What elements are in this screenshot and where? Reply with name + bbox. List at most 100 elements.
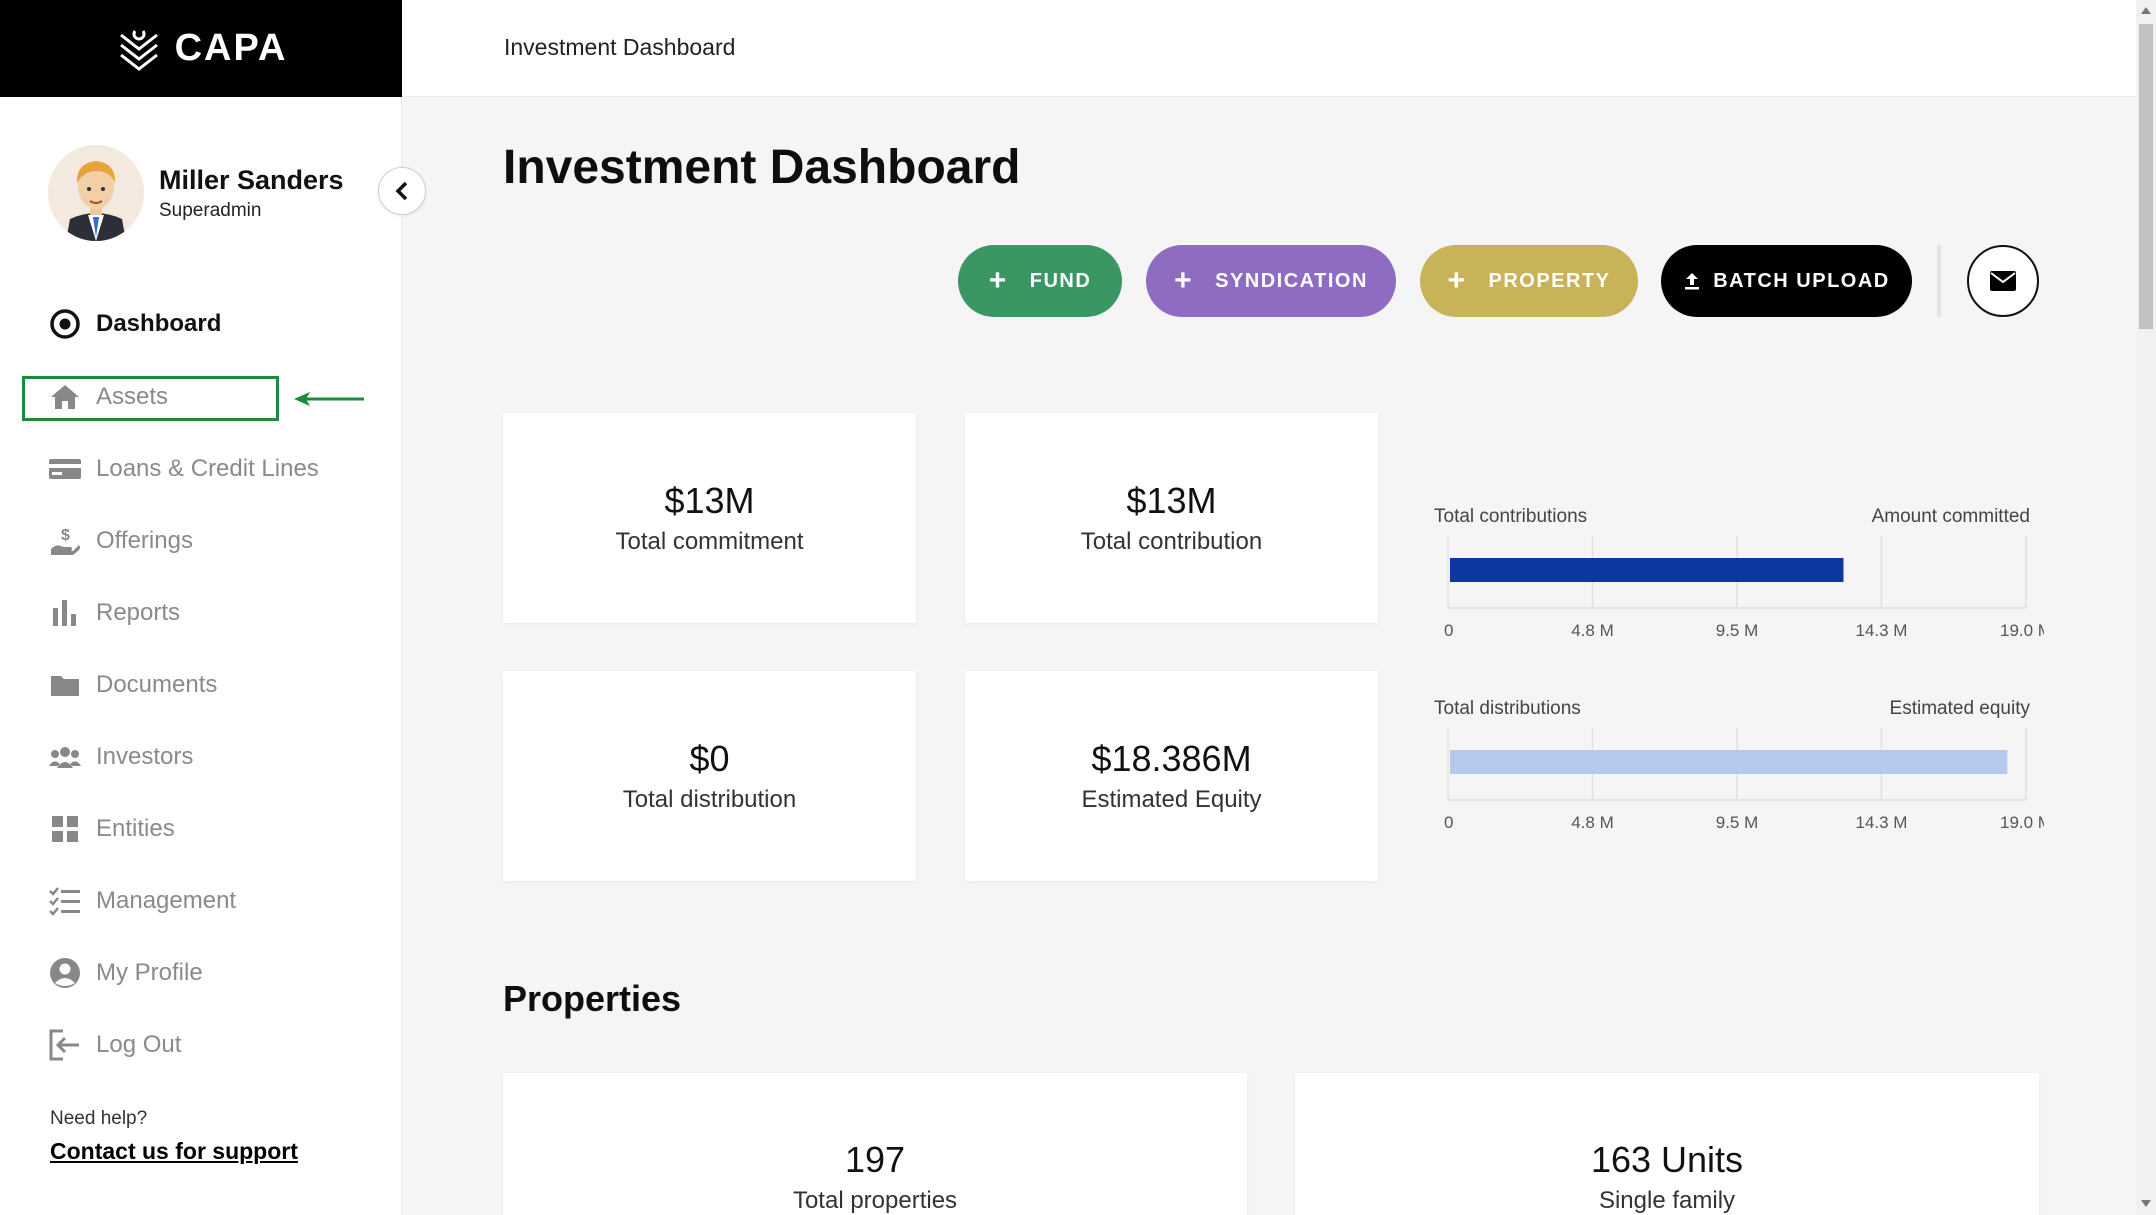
upload-icon (1685, 273, 1700, 290)
stat-card-total-distribution: $0 Total distribution (503, 671, 916, 881)
topbar: Investment Dashboard (402, 0, 2136, 97)
mail-button[interactable] (1967, 245, 2039, 317)
property-card-single-family: 163 Units Single family (1295, 1073, 2039, 1215)
grid-icon (48, 812, 82, 846)
add-property-button[interactable]: + PROPERTY (1420, 245, 1638, 317)
chart-label-left: Total distributions (1434, 698, 1581, 719)
credit-card-icon (48, 452, 82, 486)
contact-support-link[interactable]: Contact us for support (50, 1138, 298, 1164)
plus-icon: + (1174, 264, 1194, 297)
stat-card-total-contribution: $13M Total contribution (965, 413, 1378, 623)
sidebar-item-label: Entities (96, 815, 175, 842)
help-section: Need help? Contact us for support (50, 1108, 298, 1165)
tick-label: 14.3 M (1856, 813, 1908, 832)
scroll-down-arrow-icon[interactable] (2141, 1200, 2151, 1207)
sidebar-item-loans[interactable]: Loans & Credit Lines (48, 446, 319, 492)
topbar-title: Investment Dashboard (504, 34, 736, 60)
sidebar-item-my-profile[interactable]: My Profile (48, 950, 203, 996)
sidebar-item-label: Management (96, 887, 237, 914)
bar (1450, 558, 1844, 582)
property-label: Total properties (792, 1187, 958, 1214)
checklist-icon (48, 884, 82, 918)
chevron-left-icon (395, 181, 408, 201)
toolbar-divider (1937, 245, 1941, 317)
chart-label-right: Estimated equity (1889, 698, 2030, 719)
sidebar: CAPA Miller Sanders Superadmin (0, 0, 402, 1215)
stat-label: Total distribution (622, 786, 797, 813)
sidebar-item-reports[interactable]: Reports (48, 590, 180, 636)
sidebar-item-label: Assets (96, 383, 169, 410)
sidebar-item-label: Dashboard (96, 310, 222, 337)
annotation-arrow-icon (294, 392, 364, 406)
tick-label: 14.3 M (1856, 621, 1908, 640)
envelope-icon (1990, 271, 2016, 291)
bar-chart-icon (48, 596, 82, 630)
tick-label: 0 (1444, 813, 1453, 832)
sidebar-item-entities[interactable]: Entities (48, 806, 175, 852)
user-circle-icon (48, 956, 82, 990)
capa-logo-icon (119, 29, 158, 71)
sidebar-item-offerings[interactable]: $ Offerings (48, 518, 193, 564)
user-role: Superadmin (159, 199, 262, 221)
sidebar-item-assets[interactable]: Assets (48, 374, 168, 420)
stat-label: Total contribution (1080, 528, 1263, 555)
sidebar-item-investors[interactable]: Investors (48, 734, 193, 780)
add-syndication-button[interactable]: + SYNDICATION (1146, 245, 1396, 317)
property-card-total: 197 Total properties (503, 1073, 1247, 1215)
sidebar-item-label: Log Out (96, 1031, 182, 1058)
assets-highlight-box (22, 376, 279, 421)
stat-card-estimated-equity: $18.386M Estimated Equity (965, 671, 1378, 881)
chart-label-left: Total contributions (1434, 506, 1588, 527)
sidebar-item-label: Investors (96, 743, 194, 770)
batch-upload-button[interactable]: BATCH UPLOAD (1661, 245, 1912, 317)
sidebar-item-documents[interactable]: Documents (48, 662, 217, 708)
chart-label-right: Amount committed (1871, 506, 2030, 527)
contributions-chart: Total contributions Amount committed 0 4.… (1434, 506, 2044, 646)
scroll-thumb[interactable] (2139, 24, 2153, 329)
tick-label: 9.5 M (1716, 813, 1759, 832)
stat-label: Total commitment (615, 528, 804, 555)
sidebar-item-label: My Profile (96, 959, 203, 986)
tick-label: 19.0 M (2000, 813, 2044, 832)
property-value: 197 (844, 1139, 906, 1180)
batch-upload-label: BATCH UPLOAD (1713, 269, 1890, 292)
scroll-up-arrow-icon[interactable] (2141, 7, 2151, 14)
home-icon (48, 380, 82, 414)
sidebar-item-logout[interactable]: Log Out (48, 1022, 181, 1068)
distributions-chart: Total distributions Estimated equity 0 4.… (1434, 698, 2044, 838)
tick-label: 0 (1444, 621, 1453, 640)
property-label: Single family (1598, 1187, 1736, 1214)
tick-label: 9.5 M (1716, 621, 1759, 640)
property-label: PROPERTY (1488, 269, 1611, 292)
help-title: Need help? (50, 1108, 148, 1129)
user-name: Miller Sanders (159, 164, 344, 195)
stat-value: $18.386M (1091, 738, 1252, 779)
logout-icon (48, 1028, 82, 1062)
avatar (48, 145, 144, 241)
tick-label: 19.0 M (2000, 621, 2044, 640)
sidebar-item-dashboard[interactable]: Dashboard (48, 301, 221, 347)
tick-label: 4.8 M (1571, 813, 1614, 832)
stat-value: $0 (689, 738, 730, 779)
properties-title: Properties (503, 978, 682, 1019)
stat-value: $13M (1126, 480, 1217, 521)
chart-plot: 0 4.8 M 9.5 M 14.3 M 19.0 M (1444, 536, 2044, 640)
syndication-label: SYNDICATION (1215, 269, 1368, 292)
collapse-sidebar-button[interactable] (378, 167, 426, 215)
hand-dollar-icon: $ (48, 524, 82, 558)
sidebar-item-label: Documents (96, 671, 218, 698)
sidebar-item-label: Offerings (96, 527, 193, 554)
scrollbar[interactable] (2136, 0, 2156, 1215)
logo[interactable]: CAPA (0, 0, 402, 97)
sidebar-item-label: Loans & Credit Lines (96, 455, 319, 482)
chart-plot: 0 4.8 M 9.5 M 14.3 M 19.0 M (1444, 728, 2044, 832)
user-profile[interactable]: Miller Sanders Superadmin (48, 145, 344, 241)
add-fund-button[interactable]: + FUND (958, 245, 1122, 317)
plus-icon: + (1447, 264, 1467, 297)
sidebar-item-label: Reports (96, 599, 181, 626)
sidebar-item-management[interactable]: Management (48, 878, 236, 924)
users-icon (48, 740, 82, 774)
stat-card-total-commitment: $13M Total commitment (503, 413, 916, 623)
stat-value: $13M (664, 480, 755, 521)
folder-icon (48, 668, 82, 702)
